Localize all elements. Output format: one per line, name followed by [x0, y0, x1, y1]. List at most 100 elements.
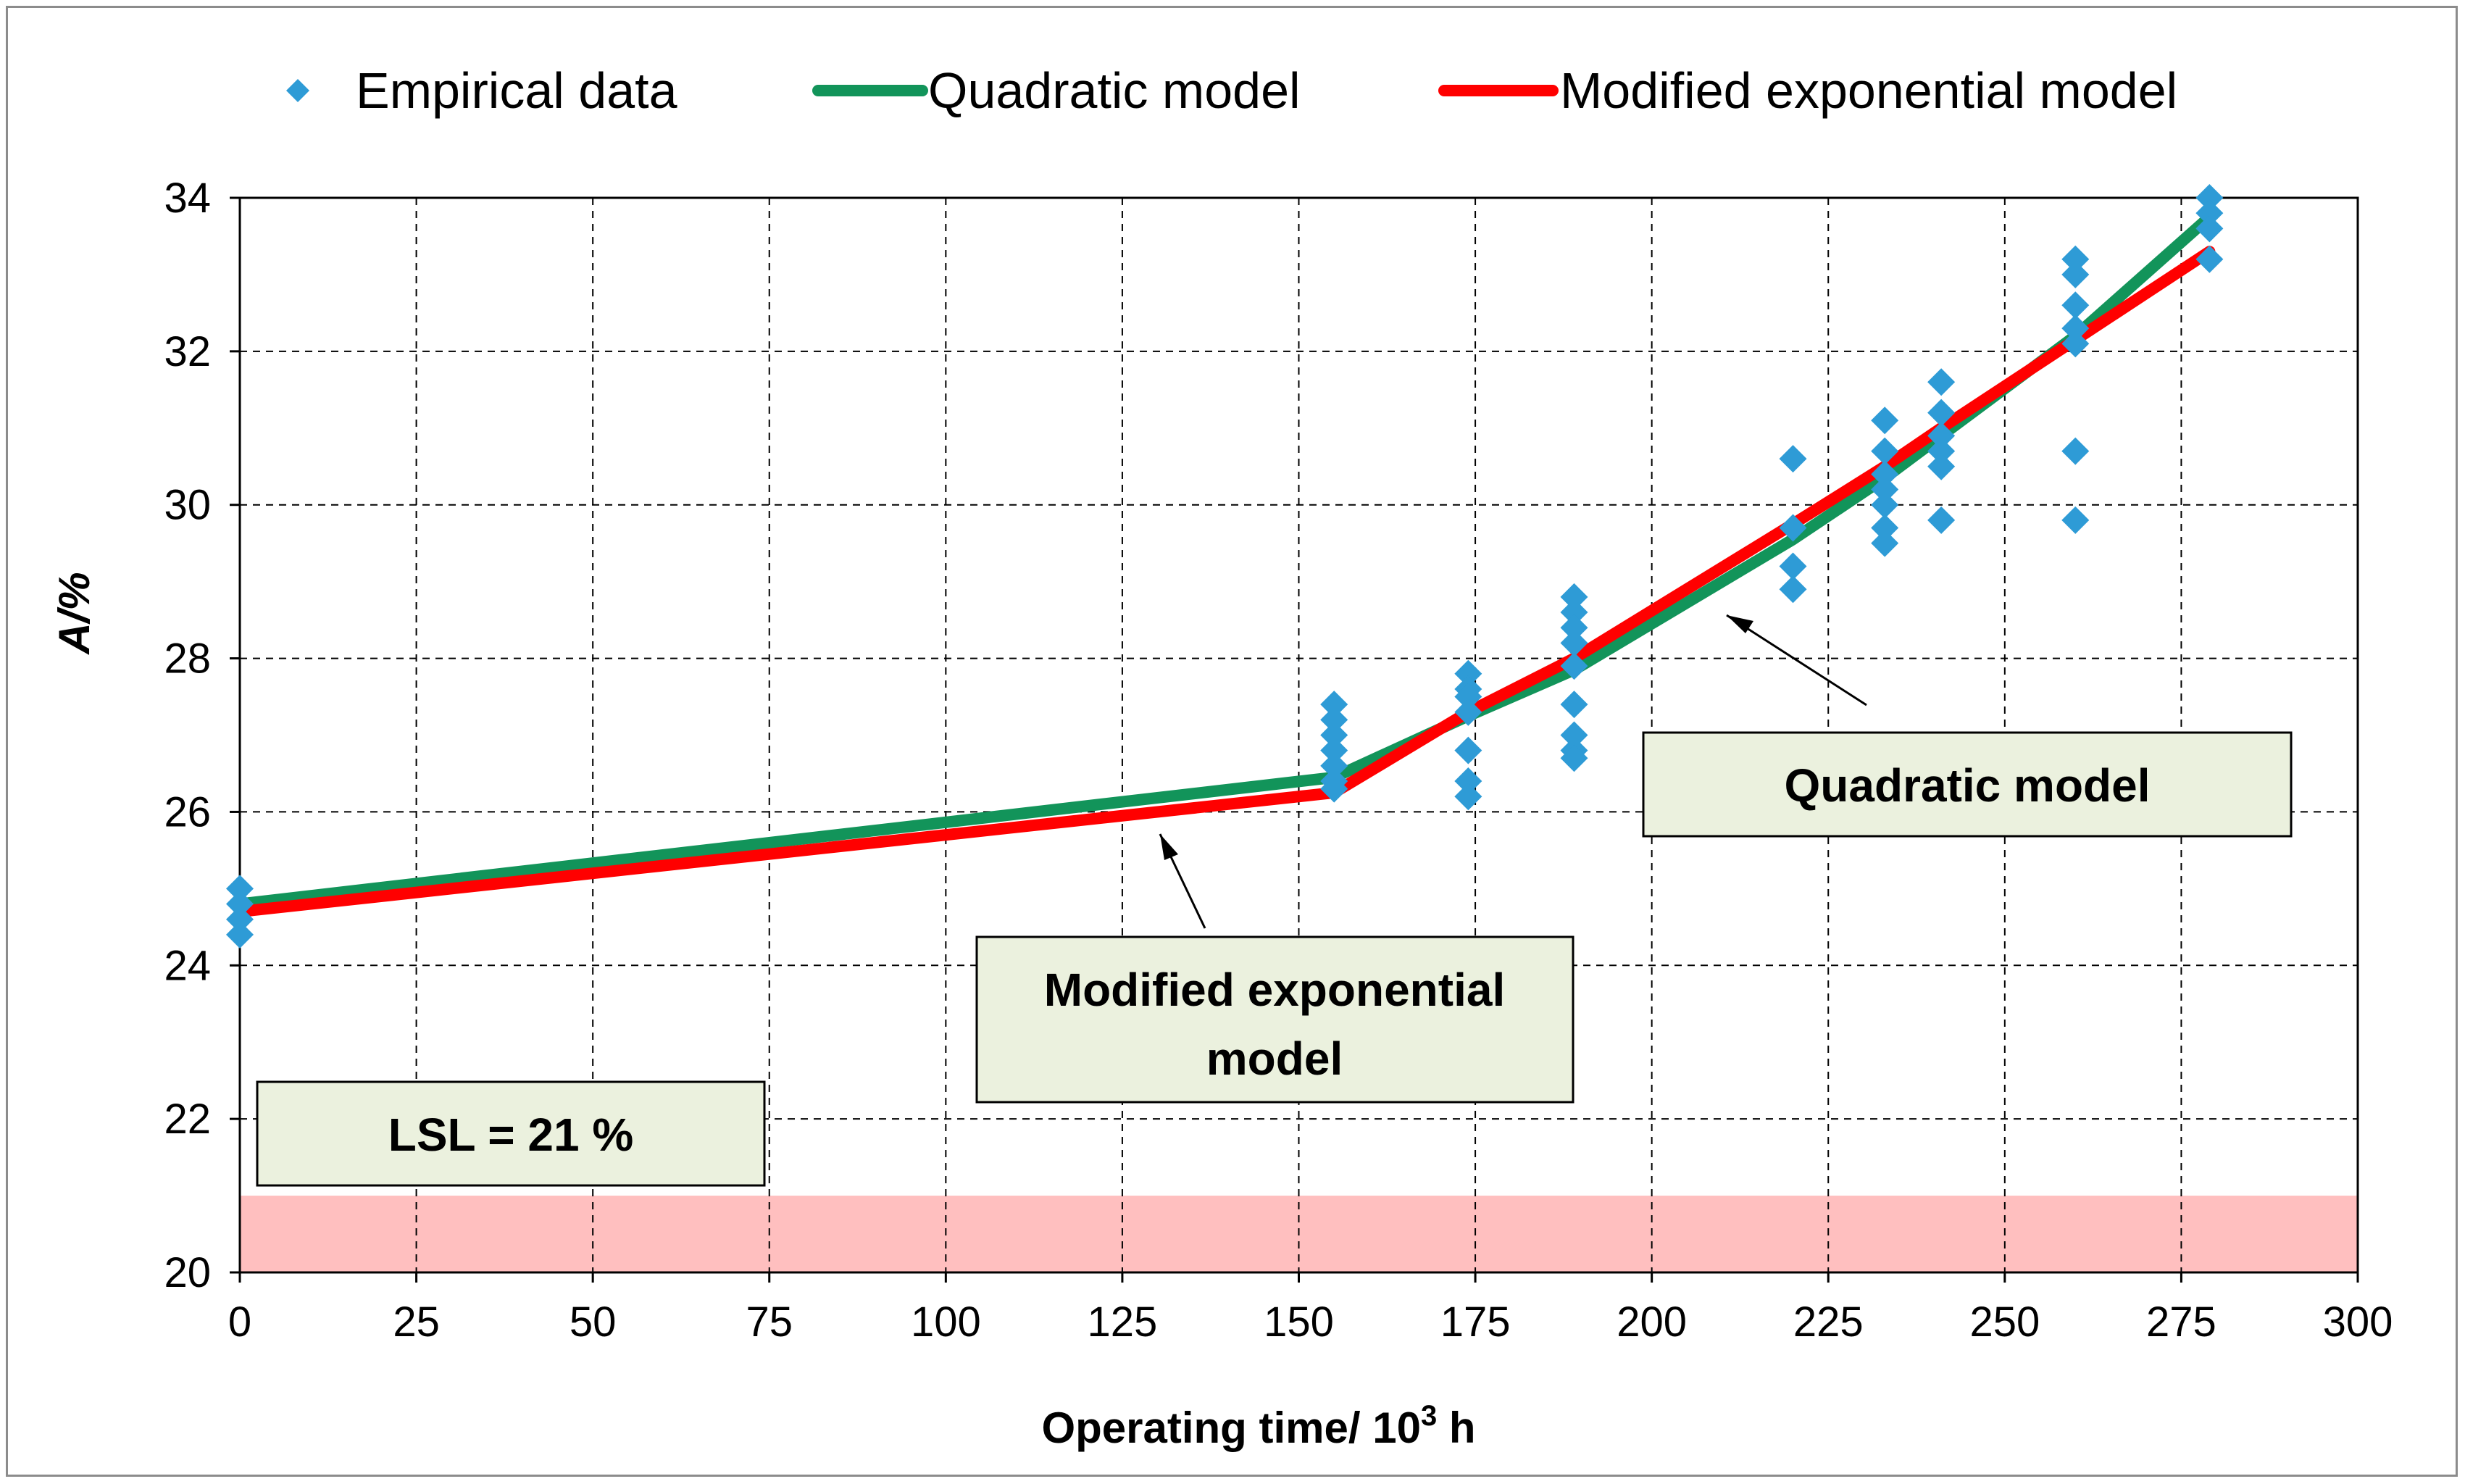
x-axis-title-superscript: 3	[1421, 1400, 1437, 1432]
empirical-data-point	[1560, 599, 1588, 627]
empirical-data-point	[1320, 706, 1348, 734]
x-tick-label: 200	[1617, 1298, 1687, 1346]
y-tick-labels: 20 22 24 26 28 30 32 34	[164, 175, 211, 1296]
empirical-data-point	[1871, 437, 1899, 465]
empirical-data-point	[226, 920, 254, 949]
empirical-data-point	[1560, 652, 1588, 680]
empirical-data-point	[1454, 698, 1482, 726]
empirical-data-point	[1320, 721, 1348, 749]
empirical-data-point	[1779, 552, 1807, 580]
empirical-data-point	[2195, 245, 2224, 273]
empirical-data-point	[1927, 399, 1956, 427]
empirical-data-point	[2061, 437, 2090, 465]
quadratic-annotation-box	[1642, 731, 2293, 838]
exponential-annotation: Modified exponential model	[975, 935, 1574, 1104]
empirical-data-point	[1871, 460, 1899, 488]
chart-frame: 0 25 50 75 100 125 150 175 200 225 250 275 300 20 22 2…	[6, 6, 2458, 1477]
empirical-data-point	[1454, 683, 1482, 711]
chart-svg: 0 25 50 75 100 125 150 175 200 225 250 275 300 20222…	[50, 62, 2393, 1452]
legend-quadratic-label: Quadratic model	[928, 62, 1301, 119]
empirical-data-point	[2061, 291, 2090, 320]
empirical-data-point	[1454, 736, 1482, 764]
x-tick-label: 275	[2146, 1298, 2216, 1346]
empirical-data-point	[226, 875, 254, 903]
quadratic-arrow	[1726, 614, 1867, 706]
empirical-data-point	[2195, 184, 2224, 212]
x-tick-label: 250	[1969, 1298, 2040, 1346]
y-tick-label: 28	[164, 635, 211, 683]
x-tick-label: 75	[746, 1298, 793, 1346]
y-tick-label: 30	[164, 482, 211, 529]
empirical-data-point	[1927, 506, 1956, 534]
empirical-data-point	[1927, 452, 1956, 480]
empirical-data-point	[1927, 368, 1956, 396]
empirical-data-point	[1779, 514, 1807, 542]
plot-area-border	[238, 196, 2359, 1274]
x-tick-label: 100	[911, 1298, 981, 1346]
empirical-data-point	[1927, 437, 1956, 465]
y-tick-label: 22	[164, 1096, 211, 1143]
x-tick-label: 25	[393, 1298, 440, 1346]
empirical-data-point	[1560, 691, 1588, 719]
empirical-data-point	[1454, 783, 1482, 811]
empirical-data-point	[1560, 614, 1588, 642]
empirical-points	[226, 184, 2224, 949]
empirical-data-point	[1871, 514, 1899, 542]
legend: Empirical data Quadratic model Modified …	[286, 62, 2177, 119]
empirical-data-point	[1560, 629, 1588, 657]
y-tick-label: 26	[164, 788, 211, 835]
empirical-data-point	[1560, 721, 1588, 749]
empirical-data-point	[2195, 214, 2224, 243]
y-tick-label: 24	[164, 942, 211, 989]
empirical-data-point	[2061, 245, 2090, 273]
y-axis-title: A/%	[50, 572, 99, 655]
x-tick-label: 50	[570, 1298, 617, 1346]
empirical-data-point	[1871, 529, 1899, 557]
lsl-annotation-text: LSL = 21 %	[388, 1109, 634, 1161]
empirical-data-point	[2195, 199, 2224, 228]
exponential-annotation-text-line2: model	[1206, 1033, 1343, 1085]
empirical-data-point	[1454, 767, 1482, 796]
x-tick-label: 300	[2323, 1298, 2393, 1346]
empirical-data-point	[1779, 575, 1807, 604]
y-tick-label: 20	[164, 1249, 211, 1296]
x-tick-labels: 0 25 50 75 100 125 150 175 200 225 250 275 300	[228, 1298, 2393, 1346]
empirical-data-point	[2061, 260, 2090, 288]
empirical-data-point	[1871, 491, 1899, 519]
x-tick-label: 225	[1793, 1298, 1864, 1346]
empirical-data-point	[2061, 506, 2090, 534]
empirical-data-point	[1871, 475, 1899, 504]
x-tick-label: 175	[1440, 1298, 1511, 1346]
lsl-annotation-box	[256, 1080, 766, 1187]
x-tick-label: 150	[1264, 1298, 1334, 1346]
legend-empirical-marker	[286, 79, 309, 102]
empirical-data-point	[2061, 330, 2090, 358]
empirical-data-point	[1320, 775, 1348, 803]
exponential-annotation-text-line1: Modified exponential	[1044, 964, 1505, 1016]
annotation-arrows	[1159, 614, 1867, 929]
lsl-annotation: LSL = 21 %	[256, 1080, 766, 1187]
x-axis-title-suffix: h	[1437, 1404, 1475, 1452]
legend-exponential-label: Modified exponential model	[1560, 62, 2177, 119]
exponential-annotation-box	[975, 935, 1574, 1104]
empirical-data-point	[226, 905, 254, 933]
empirical-data-point	[1871, 407, 1899, 435]
empirical-data-point	[1779, 445, 1807, 473]
x-axis-title: Operating time/ 103 h	[1041, 1400, 1475, 1452]
empirical-data-point	[1560, 583, 1588, 611]
x-tick-label: 0	[228, 1298, 251, 1346]
empirical-data-point	[2061, 314, 2090, 343]
empirical-data-point	[1320, 751, 1348, 780]
empirical-data-point	[1454, 659, 1482, 688]
quadratic-arrowhead	[1727, 615, 1753, 633]
empirical-data-point	[226, 890, 254, 918]
empirical-data-point	[1560, 744, 1588, 772]
exponential-arrowhead	[1160, 834, 1178, 860]
legend-empirical-label: Empirical data	[356, 62, 677, 119]
quadratic-annotation: Quadratic model	[1642, 731, 2293, 838]
y-tick-label: 34	[164, 175, 211, 222]
empirical-data-point	[1927, 422, 1956, 450]
quadratic-annotation-text: Quadratic model	[1785, 759, 2151, 812]
y-tick-label: 32	[164, 328, 211, 375]
x-tick-label: 125	[1088, 1298, 1158, 1346]
